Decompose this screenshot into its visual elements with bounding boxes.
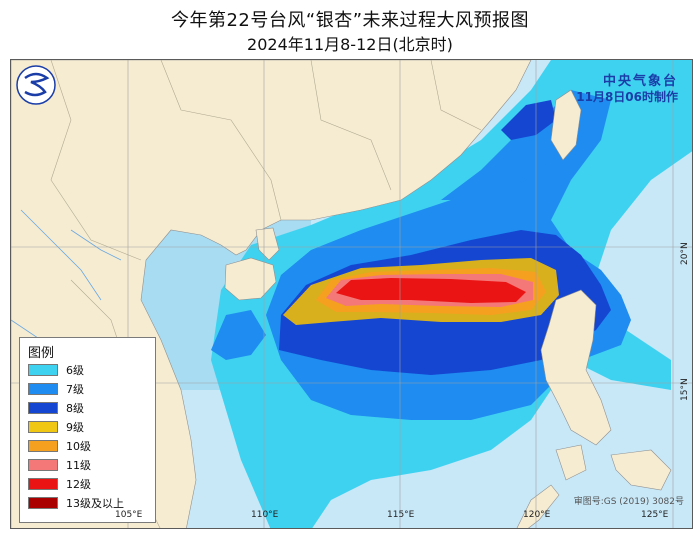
longitude-label: 120°E: [523, 510, 551, 520]
legend-label: 8级: [66, 402, 84, 415]
wind-zone-level-12: [336, 278, 526, 303]
province-borders: [50, 60, 482, 528]
legend-item: 13级及以上: [28, 496, 152, 511]
taiwan-island: [550, 89, 582, 161]
agency-name: 中央气象台: [602, 74, 678, 89]
legend-swatch: [28, 440, 58, 452]
legend-swatch: [28, 402, 58, 414]
legend-swatch: [28, 364, 58, 376]
legend-label: 9级: [66, 421, 84, 434]
legend-label: 7级: [66, 383, 84, 396]
legend-item: 12级: [28, 477, 152, 492]
legend-label: 6级: [66, 364, 84, 377]
legend-swatch: [28, 478, 58, 490]
legend-item: 11级: [28, 458, 152, 473]
legend-swatch: [28, 421, 58, 433]
legend-label: 13级及以上: [66, 497, 124, 510]
legend-swatch: [28, 383, 58, 395]
legend-item: 9级: [28, 420, 152, 435]
legend-item: 8级: [28, 401, 152, 416]
longitude-label: 105°E: [115, 510, 143, 520]
legend-item: 10级: [28, 439, 152, 454]
legend-swatch: [28, 497, 58, 509]
approval-number: 审图号:GS (2019) 3082号: [573, 497, 684, 507]
legend-label: 12级: [66, 478, 91, 491]
longitude-label: 110°E: [251, 510, 279, 520]
map-frame: 中央气象台 11月8日06时制作 图例 6级 7级 8级 9级 10级 11级: [10, 59, 693, 529]
mindoro-island: [555, 444, 587, 481]
issue-time: 11月8日06时制作: [576, 90, 678, 104]
legend-item: 6级: [28, 363, 152, 378]
visayas-islands: [610, 449, 672, 491]
cma-logo: [16, 65, 56, 105]
legend-swatch: [28, 459, 58, 471]
hainan-island: [224, 257, 277, 301]
longitude-label: 115°E: [387, 510, 415, 520]
legend-title: 图例: [28, 346, 55, 361]
legend-panel: 图例 6级 7级 8级 9级 10级 11级 12级: [19, 337, 156, 523]
map-title: 今年第22号台风“银杏”未来过程大风预报图: [170, 10, 530, 31]
palawan-island: [516, 484, 560, 528]
map-subtitle: 2024年11月8-12日(北京时): [247, 35, 453, 54]
luzon-island: [540, 289, 612, 446]
wind-zone-level-8-north: [501, 100, 556, 140]
latitude-label: 15°N: [680, 378, 690, 401]
wind-zone-level-7-west: [211, 310, 266, 360]
leizhou-peninsula: [255, 227, 280, 261]
legend-label: 10级: [66, 440, 91, 453]
latitude-label: 20°N: [680, 242, 690, 265]
legend-label: 11级: [66, 459, 91, 472]
longitude-label: 125°E: [641, 510, 669, 520]
legend-item: 7级: [28, 382, 152, 397]
